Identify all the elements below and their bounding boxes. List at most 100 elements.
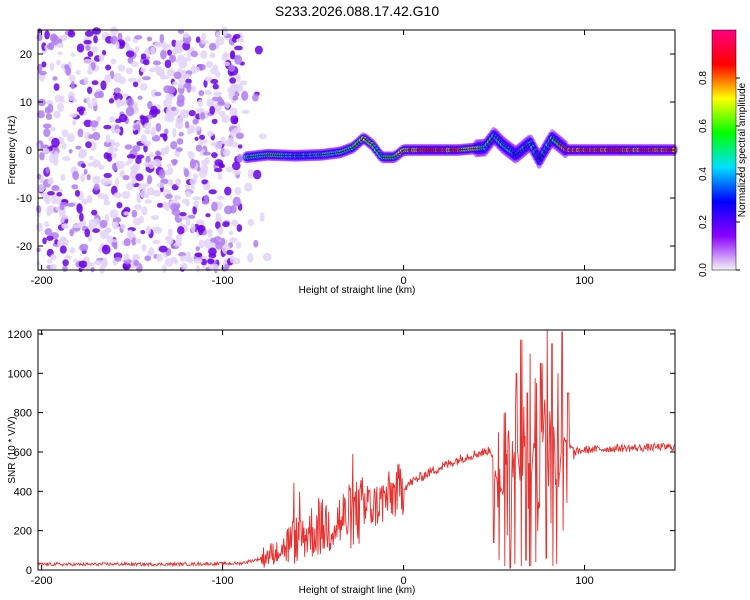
noise-blob [154,65,161,71]
noise-blob [50,194,58,205]
noise-blob [173,71,182,80]
noise-blob [179,212,187,217]
snr-y-tick-label: 0 [26,565,32,577]
noise-blob [156,182,165,188]
noise-blob [211,201,218,212]
noise-blob [244,182,253,192]
noise-blob [218,110,226,118]
noise-blob [181,198,188,204]
spectrogram-y-tick-label: -10 [16,193,32,205]
noise-blob [164,43,172,49]
noise-blob [152,189,162,197]
noise-blob [36,110,45,119]
noise-blob [89,120,99,128]
noise-blob [143,59,150,66]
noise-blob [192,205,197,215]
noise-blob [70,52,76,57]
noise-blob [37,98,46,107]
noise-blob [93,218,100,226]
noise-blob [253,169,262,180]
noise-blob [83,168,88,175]
noise-blob [79,212,84,222]
noise-blob [69,228,75,237]
spectrogram-x-tick-label: 0 [400,275,406,287]
snr-line [37,329,675,569]
snr-y-tick-label: 200 [14,526,32,538]
noise-blob [213,91,223,97]
spectrogram-ridge [242,127,678,169]
noise-blob [111,152,117,159]
noise-blob [207,228,213,238]
noise-blob [186,50,193,58]
noise-blob [186,129,192,135]
noise-blob [182,42,191,51]
noise-blob [147,250,152,257]
colorbar: 0.0 0.2 0.4 0.6 0.8 Normalized spectral ampl… [698,29,748,277]
noise-blob [53,83,60,91]
noise-blob [154,42,163,48]
noise-blob [103,152,110,160]
noise-blob [114,256,122,262]
noise-blob [115,99,121,105]
noise-blob [117,32,123,41]
snr-y-tick-label: 600 [14,447,32,459]
noise-blob [150,46,156,55]
noise-blob [123,211,130,216]
noise-blob [185,251,191,260]
noise-blob [170,203,179,212]
spectrogram-x-tick-label: 100 [575,275,593,287]
noise-blob [132,81,139,88]
noise-blob [138,215,144,224]
noise-blob [195,264,201,273]
noise-blob [234,45,243,51]
noise-blob [218,226,224,235]
noise-blob [258,133,267,140]
noise-blob [236,37,244,43]
noise-blob [193,258,203,264]
noise-blob [137,95,143,100]
noise-blob [134,45,140,54]
noise-blob [163,98,172,108]
spectrogram-noise-blobs [35,26,272,274]
noise-blob [115,128,121,134]
noise-blob [170,256,177,263]
noise-blob [198,169,208,178]
noise-blob [198,239,205,249]
noise-blob [232,170,242,176]
noise-blob [60,173,66,181]
noise-blob [104,227,112,233]
noise-blob [78,108,84,116]
noise-blob [91,209,98,216]
noise-blob [131,61,139,68]
noise-blob [220,136,226,145]
noise-blob [247,219,255,227]
snr-x-tick-label: -200 [31,575,53,587]
noise-blob [123,238,131,247]
noise-blob [57,102,64,113]
noise-blob [147,101,153,110]
noise-blob [105,133,111,144]
noise-blob [144,255,152,262]
noise-blob [89,141,97,151]
noise-blob [247,253,254,263]
noise-blob [46,235,54,241]
noise-blob [41,147,50,154]
noise-blob [144,122,152,130]
snr-x-axis-label: Height of straight line (km) [299,585,416,596]
noise-blob [150,127,157,138]
noise-blob [195,125,201,132]
noise-blob [105,64,112,71]
noise-blob [115,160,125,170]
noise-blob [85,141,92,149]
noise-blob [197,224,206,232]
noise-blob [188,47,195,52]
noise-blob [45,113,53,120]
noise-blob [108,98,114,104]
noise-blob [98,246,104,253]
noise-blob [159,133,167,138]
noise-blob [86,86,93,94]
noise-blob [144,128,151,135]
snr-y-tick-label: 1000 [8,368,32,380]
noise-blob [223,52,230,58]
noise-blob [143,161,150,168]
